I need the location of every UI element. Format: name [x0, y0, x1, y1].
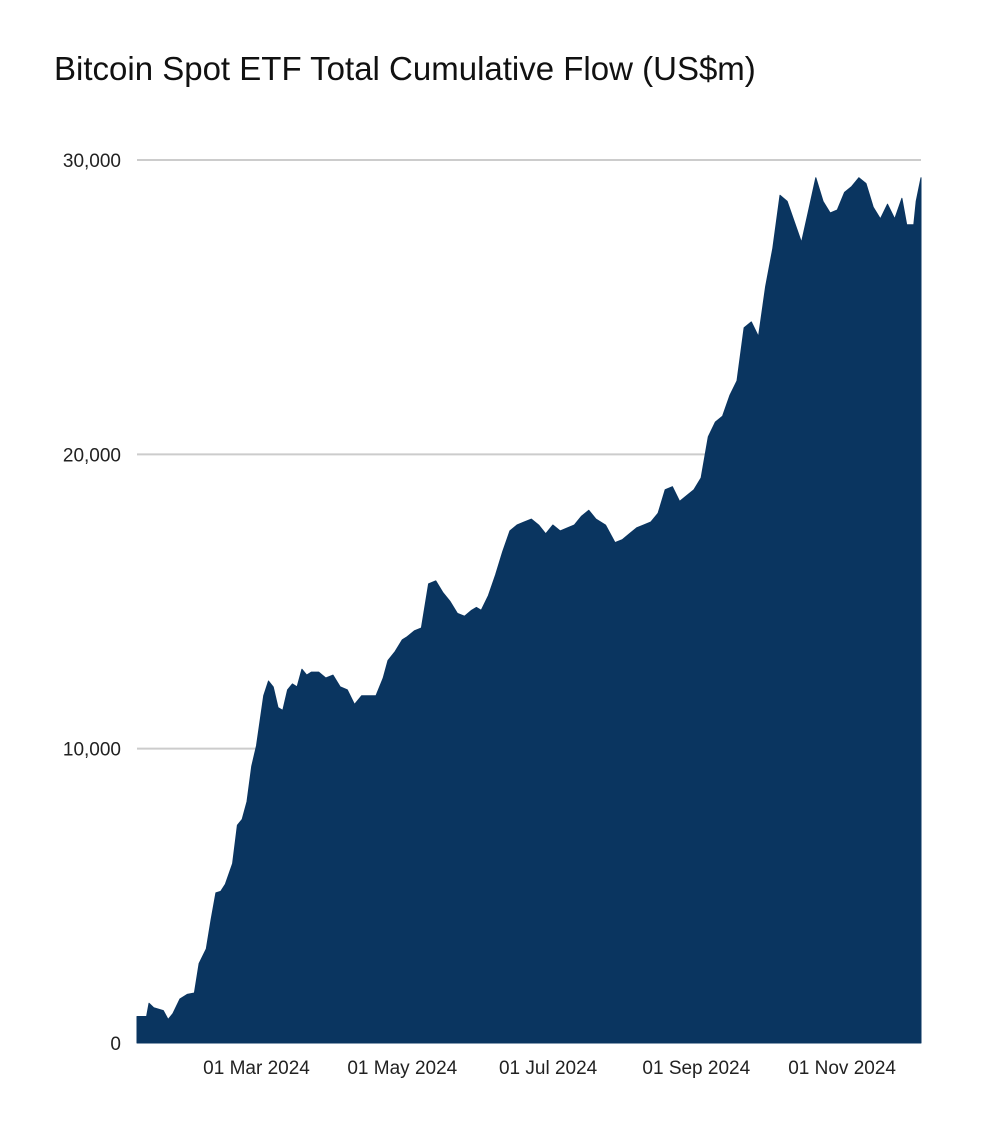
- x-tick-label: 01 May 2024: [347, 1058, 457, 1079]
- chart-title: Bitcoin Spot ETF Total Cumulative Flow (…: [54, 50, 756, 87]
- x-tick-label: 01 Jul 2024: [499, 1058, 598, 1079]
- y-tick-label: 30,000: [63, 151, 121, 172]
- y-axis-ticks: 0 10,000 20,000 30,000: [63, 151, 121, 1055]
- x-tick-label: 01 Mar 2024: [203, 1058, 310, 1079]
- y-tick-label: 20,000: [63, 445, 121, 466]
- y-tick-label: 0: [110, 1034, 121, 1055]
- cumulative-flow-area: [136, 177, 922, 1044]
- x-axis-ticks: 01 Mar 2024 01 May 2024 01 Jul 2024 01 Sep …: [203, 1058, 896, 1079]
- y-tick-label: 10,000: [63, 740, 121, 761]
- area-series: [136, 177, 922, 1044]
- x-tick-label: 01 Sep 2024: [642, 1058, 750, 1079]
- x-tick-label: 01 Nov 2024: [788, 1058, 896, 1079]
